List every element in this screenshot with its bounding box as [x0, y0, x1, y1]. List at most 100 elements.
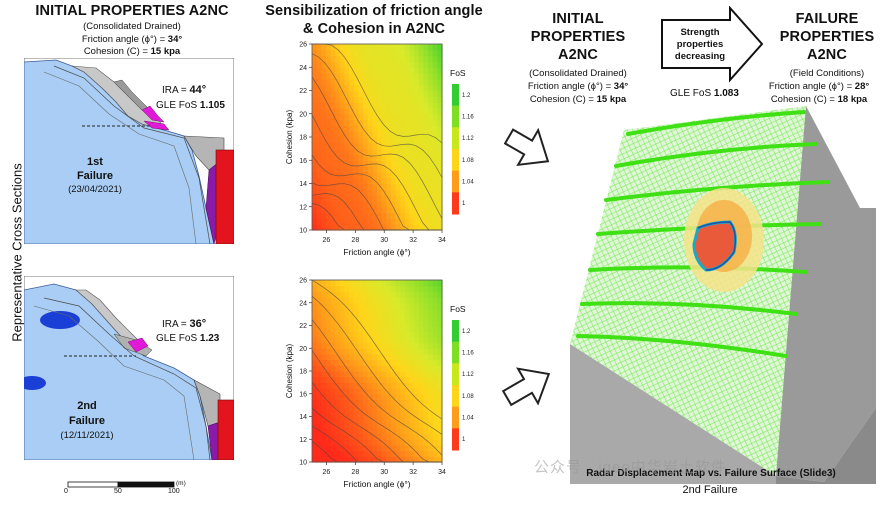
heatmap-cell	[414, 206, 420, 214]
heatmap-cell	[339, 55, 346, 63]
heatmap-cell	[353, 200, 360, 208]
heatmap-cell	[358, 131, 364, 138]
heatmap-cell	[372, 55, 378, 63]
heatmap-cell	[349, 113, 355, 121]
heatmap-cell	[423, 450, 429, 457]
heatmap-cell	[339, 160, 346, 167]
heatmap-cell	[367, 90, 373, 97]
heatmap-cell	[386, 331, 392, 338]
heatmap-cell	[409, 200, 415, 208]
heatmap-cell	[414, 154, 420, 161]
heatmap-cell	[432, 416, 438, 423]
heatmap-cell	[395, 166, 401, 173]
heatmap-cell	[330, 405, 336, 412]
heatmap-cell	[321, 439, 327, 446]
heatmap-cell	[372, 405, 378, 412]
heatmap-cell	[367, 456, 373, 463]
heatmap-cell	[339, 84, 346, 92]
heatmap-cell	[339, 331, 346, 338]
heatmap-cell	[432, 90, 438, 97]
heatmap-cell	[418, 206, 425, 214]
heatmap-cell	[428, 148, 434, 156]
heatmap-cell	[321, 113, 327, 121]
heatmap-cell	[418, 78, 425, 86]
heatmap-cell	[330, 224, 336, 231]
heatmap-cell	[312, 342, 318, 349]
heatmap-cell	[381, 171, 387, 179]
heatmap-cell	[316, 456, 322, 463]
heatmap-cell	[377, 410, 383, 418]
heatmap-cell	[386, 137, 392, 144]
heatmap-cell	[432, 49, 438, 57]
heatmap-cell	[386, 177, 392, 185]
heatmap-cell	[437, 371, 443, 378]
legend-tick-label: 1.12	[462, 136, 474, 142]
heatmap-cell	[390, 433, 397, 440]
heatmap-cell	[395, 359, 401, 366]
friction-prefix: Friction angle (ϕ°) =	[768, 81, 855, 92]
heatmap-cell	[330, 399, 336, 406]
heatmap-cell	[312, 212, 318, 219]
heatmap-cell	[325, 285, 332, 292]
heatmap-cell	[330, 154, 336, 161]
heatmap-cell	[339, 336, 346, 344]
heatmap-cell	[423, 280, 429, 287]
heatmap-cell	[349, 365, 355, 372]
heatmap-cell	[423, 160, 429, 167]
friction-prefix: Friction angle (ϕ°) =	[81, 34, 168, 45]
heatmap-cell	[437, 450, 443, 457]
heatmap-cell	[363, 302, 369, 310]
heatmap-cell	[395, 331, 401, 338]
heatmap-cell	[390, 171, 397, 179]
heatmap-cell	[395, 371, 401, 378]
heatmap-cell	[321, 212, 327, 219]
heatmap-cell	[423, 177, 429, 185]
heatmap-cell	[381, 73, 387, 80]
heatmap-cell	[409, 119, 415, 126]
heatmap-cell	[418, 376, 425, 383]
heatmap-cell	[344, 44, 350, 51]
heatmap-cell	[432, 336, 438, 344]
heatmap-cell	[358, 285, 364, 292]
heatmap-cell	[409, 314, 415, 321]
heatmap-cell	[349, 336, 355, 344]
heatmap-cell	[316, 280, 322, 287]
heatmap-cell	[349, 422, 355, 429]
heatmap-cell	[381, 365, 387, 372]
heatmap-cell	[349, 142, 355, 150]
heatmap-cell	[325, 342, 332, 349]
heatmap-cell	[325, 119, 332, 126]
heatmap-cell	[312, 96, 318, 103]
heatmap-cell	[358, 427, 364, 435]
heatmap-cell	[321, 280, 327, 287]
heatmap-cell	[428, 405, 434, 412]
heatmap-cell	[414, 302, 420, 310]
heatmap-cell	[316, 61, 322, 68]
heatmap-cell	[335, 314, 341, 321]
heatmap-cell	[367, 285, 373, 292]
heatmap-cell	[358, 148, 364, 156]
heatmap-cell	[437, 113, 443, 121]
heatmap-cell	[344, 302, 350, 310]
heatmap-cell	[377, 405, 383, 412]
heatmap-cell	[400, 405, 406, 412]
heatmap-cell	[330, 331, 336, 338]
heatmap-cell	[330, 218, 336, 225]
heatmap-cell	[312, 416, 318, 423]
heatmap-cell	[428, 450, 434, 457]
heatmap-cell	[428, 177, 434, 185]
heatmap-cell	[381, 96, 387, 103]
heatmap-cell	[325, 177, 332, 185]
heatmap-cell	[367, 427, 373, 435]
heatmap-cell	[358, 388, 364, 395]
heatmap-cell	[353, 177, 360, 185]
heatmap-cell	[428, 49, 434, 57]
heatmap-cell	[367, 195, 373, 202]
heatmap-cell	[353, 189, 360, 196]
heatmap-cell	[316, 183, 322, 190]
heatmap-cell	[404, 405, 411, 412]
heatmap-cell	[432, 456, 438, 463]
heatmap-cell	[358, 342, 364, 349]
heatmap-cell	[325, 353, 332, 361]
heatmap-cell	[423, 422, 429, 429]
